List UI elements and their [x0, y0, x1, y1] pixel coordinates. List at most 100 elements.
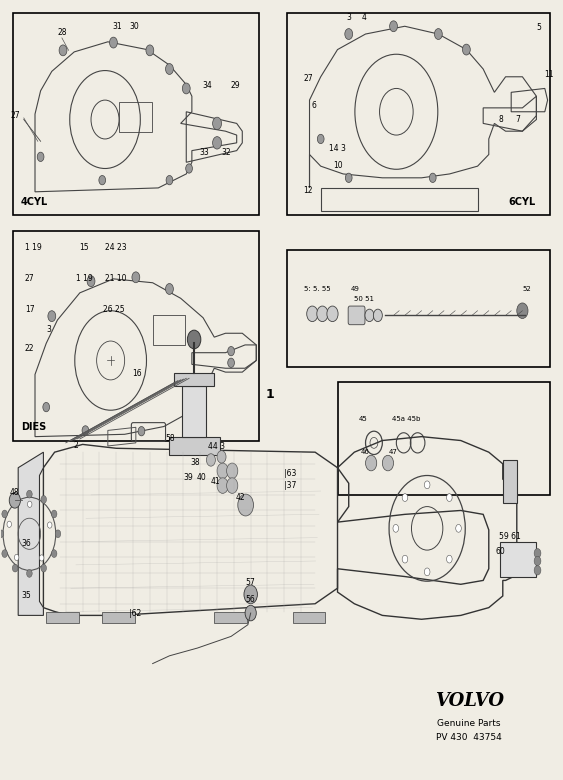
Circle shape: [402, 555, 408, 563]
Text: 34: 34: [203, 81, 212, 90]
Text: 46: 46: [361, 448, 370, 455]
Circle shape: [37, 152, 44, 161]
Text: 30: 30: [129, 22, 139, 30]
Text: 57: 57: [245, 578, 255, 587]
Text: 12: 12: [303, 186, 313, 195]
Circle shape: [517, 303, 528, 318]
Circle shape: [26, 491, 32, 498]
Circle shape: [132, 272, 140, 282]
Bar: [12, 231, 259, 441]
Text: 40: 40: [196, 473, 206, 482]
Text: DIES: DIES: [21, 423, 46, 432]
Text: 47: 47: [389, 448, 398, 455]
Circle shape: [446, 555, 452, 563]
Circle shape: [26, 569, 32, 577]
Circle shape: [48, 310, 56, 321]
Circle shape: [534, 556, 541, 566]
Circle shape: [47, 522, 52, 528]
Circle shape: [207, 454, 216, 466]
FancyBboxPatch shape: [348, 306, 365, 324]
Text: 3: 3: [47, 325, 51, 335]
Bar: [338, 382, 551, 495]
Circle shape: [187, 330, 201, 349]
Text: |62: |62: [129, 608, 141, 618]
Text: 16: 16: [132, 369, 142, 378]
Circle shape: [317, 306, 328, 321]
Text: 38: 38: [191, 458, 200, 466]
Text: 39: 39: [184, 473, 193, 482]
Text: 3: 3: [346, 13, 351, 22]
Circle shape: [390, 21, 397, 32]
Bar: [500, 542, 537, 576]
Circle shape: [55, 530, 61, 537]
Circle shape: [425, 568, 430, 576]
Text: 1 19: 1 19: [25, 243, 42, 252]
Circle shape: [12, 564, 18, 572]
Circle shape: [534, 566, 541, 575]
Circle shape: [213, 136, 222, 149]
Circle shape: [318, 134, 324, 144]
Text: |37: |37: [284, 481, 297, 490]
Text: 17: 17: [25, 305, 34, 314]
Bar: [102, 612, 135, 623]
Text: 27: 27: [25, 275, 34, 283]
Text: 58: 58: [166, 434, 175, 444]
Text: 27: 27: [303, 73, 313, 83]
Text: 44 3: 44 3: [208, 442, 225, 452]
Circle shape: [227, 346, 234, 356]
Text: 41: 41: [211, 477, 221, 486]
Circle shape: [59, 45, 67, 56]
Circle shape: [41, 495, 47, 503]
Circle shape: [0, 530, 3, 537]
Circle shape: [138, 427, 145, 436]
Circle shape: [43, 402, 50, 412]
Circle shape: [41, 564, 47, 572]
Text: PV 430  43754: PV 430 43754: [436, 732, 502, 742]
Text: 5: 5. 55: 5: 5. 55: [304, 285, 330, 292]
Circle shape: [345, 29, 352, 40]
Text: 7: 7: [516, 115, 520, 124]
Text: 33: 33: [199, 148, 209, 158]
Text: 60: 60: [495, 547, 505, 556]
Circle shape: [12, 495, 18, 503]
Circle shape: [28, 501, 32, 507]
Circle shape: [534, 548, 541, 558]
Circle shape: [238, 495, 253, 516]
Circle shape: [39, 555, 44, 561]
Bar: [287, 250, 551, 367]
Text: VOLVO: VOLVO: [435, 693, 504, 711]
Circle shape: [2, 550, 7, 558]
Bar: [46, 612, 79, 623]
Bar: [119, 102, 151, 132]
Text: 35: 35: [21, 591, 31, 601]
Text: 32: 32: [222, 148, 231, 158]
Text: 29: 29: [231, 81, 240, 90]
Text: 45: 45: [359, 416, 367, 422]
Circle shape: [15, 555, 19, 561]
Text: 50 51: 50 51: [355, 296, 374, 303]
Circle shape: [245, 605, 256, 621]
Text: 59 61: 59 61: [499, 532, 521, 541]
Text: 28: 28: [57, 28, 66, 37]
Text: 45a 45b: 45a 45b: [392, 416, 420, 422]
Text: 1 19: 1 19: [76, 275, 93, 283]
Text: 36: 36: [21, 540, 31, 548]
Circle shape: [186, 164, 193, 173]
Bar: [153, 315, 185, 345]
Text: Genuine Parts: Genuine Parts: [437, 718, 501, 728]
Text: 4: 4: [362, 13, 367, 22]
Text: 15: 15: [79, 243, 89, 252]
Text: 21 10: 21 10: [105, 275, 127, 283]
Circle shape: [244, 585, 257, 604]
Bar: [503, 460, 517, 502]
Circle shape: [217, 463, 228, 479]
Text: 27: 27: [11, 111, 20, 120]
Text: 26 25: 26 25: [102, 305, 124, 314]
Text: 24 23: 24 23: [105, 243, 127, 252]
Circle shape: [435, 29, 443, 40]
Text: 8: 8: [499, 115, 503, 124]
Bar: [174, 373, 215, 386]
Circle shape: [226, 463, 238, 479]
Circle shape: [51, 510, 57, 518]
Text: 48: 48: [10, 488, 19, 497]
